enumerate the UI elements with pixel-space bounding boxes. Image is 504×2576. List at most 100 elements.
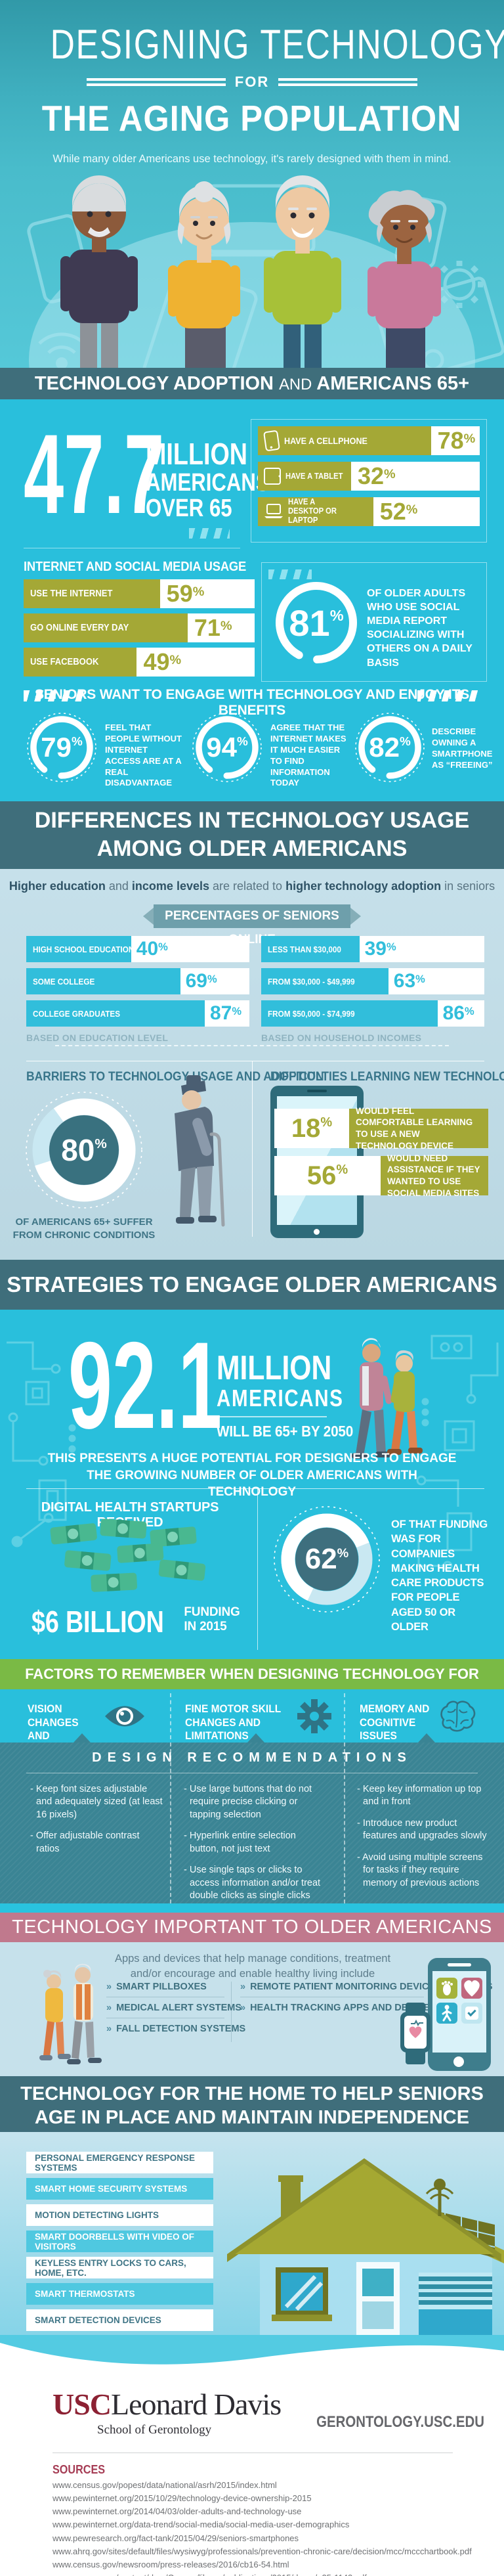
funding-stat-caption: OF THAT FUNDING WAS FOR COMPANIES MAKING… <box>391 1519 488 1633</box>
laptop-icon <box>264 504 283 518</box>
stat-value: 62 <box>304 1543 337 1575</box>
stat-caption: OF OLDER ADULTS WHO USE SOCIAL MEDIA REP… <box>367 588 472 669</box>
important-section: Apps and devices that help manage condit… <box>0 1942 504 2076</box>
logo-name: Leonard Davis <box>111 2387 282 2421</box>
funding-amount: $6 BILLION <box>32 1605 164 1639</box>
barriers-title: BARRIERS TO TECHNOLOGY USAGE AND ADOPTIO… <box>26 1070 324 1084</box>
rec-item: - Keep key information up top and in fro… <box>357 1784 482 1808</box>
cyan-strip <box>0 1903 504 1913</box>
internet-usage-bars: USE THE INTERNET 59% GO ONLINE EVERY DAY… <box>24 579 255 682</box>
funding-amount-row: $6 BILLION FUNDING IN 2015 <box>32 1605 240 1639</box>
bar-label: HAVE A DESKTOP OR LAPTOP <box>288 497 337 525</box>
stat-18: 18% <box>274 1109 349 1148</box>
home-tech-list: PERSONAL EMERGENCY RESPONSE SYSTEMS SMAR… <box>26 2152 213 2335</box>
website-url: GERONTOLOGY.USC.EDU <box>316 2413 484 2431</box>
divider <box>26 1488 484 1489</box>
divider <box>344 1693 345 1739</box>
bar-desktop-laptop: HAVE A DESKTOP OR LAPTOP 52% <box>258 497 480 526</box>
divider <box>231 1982 232 2042</box>
column-divider <box>252 1061 253 1237</box>
eye-icon <box>105 1706 144 1727</box>
hatch-right <box>417 690 480 701</box>
list-item: MOTION DETECTING LIGHTS <box>26 2204 213 2226</box>
stat-ring-94: 94% <box>192 712 262 783</box>
rec-item: - Hyperlink entire selection button, not… <box>184 1831 296 1854</box>
factors-row: VISION CHANGES AND LIMITATIONS FINE MOTO… <box>0 1689 504 1743</box>
list-item: PERSONAL EMERGENCY RESPONSE SYSTEMS <box>26 2152 213 2173</box>
smartwatch-illustration <box>400 2003 430 2066</box>
source-url: www.ahrq.gov/sites/default/files/wysiwyg… <box>52 2546 472 2556</box>
design-recommendations: DESIGN RECOMMENDATIONS - Keep font sizes… <box>0 1743 504 1903</box>
stat-value: 81 <box>289 602 330 644</box>
stat-56: 56% <box>274 1156 381 1195</box>
apps-list-right: » REMOTE PATIENT MONITORING DEVICES AND A… <box>240 1976 493 2018</box>
dashed-divider <box>55 1045 449 1046</box>
rec-item: - Use large buttons that do not require … <box>184 1784 312 1820</box>
strategies-section: 92.1 MILLION AMERICANS WILL BE 65+ BY 20… <box>0 1310 504 1659</box>
couple-walking-illustration <box>39 1964 102 2064</box>
title-line1: DESIGNING TECHNOLOGY <box>50 22 504 68</box>
title-line2: THE AGING POPULATION <box>42 98 462 139</box>
stat-caption: AGREE THAT THE INTERNET MAKES IT MUCH EA… <box>270 722 346 788</box>
hero-illustration <box>0 169 504 368</box>
walking-app-icon <box>436 2003 457 2024</box>
wave-shape <box>0 2335 504 2372</box>
stat-56-caption: WOULD NEED ASSISTANCE IF THEY WANTED TO … <box>381 1153 488 1198</box>
gear-icon <box>297 1699 331 1733</box>
source-url: www.census.gov/popest/data/national/asrh… <box>52 2480 277 2490</box>
header-line1: TECHNOLOGY FOR THE HOME TO HELP SENIORS <box>20 2083 484 2104</box>
stat-value: 47.7 <box>24 411 165 537</box>
factor-vision-label: VISION CHANGES AND LIMITATIONS <box>28 1703 79 1743</box>
bar-value: 78% <box>437 427 476 454</box>
differences-subtitle: Higher education and income levels are r… <box>9 879 495 893</box>
divider <box>344 1743 345 1903</box>
section-header-important: TECHNOLOGY IMPORTANT TO OLDER AMERICANS <box>0 1913 504 1942</box>
title-for-row: FOR <box>0 74 504 91</box>
education-bars: HIGH SCHOOL EDUCATION 40% SOME COLLEGE 6… <box>26 936 249 1043</box>
divider <box>170 1693 171 1739</box>
circuit-decoration-right <box>416 1335 499 1571</box>
usc-logo-mark: USC <box>52 2387 112 2421</box>
footer: USCLeonard Davis School of Gerontology G… <box>0 2372 504 2576</box>
social-media-stat-group: 81% OF OLDER ADULTS WHO USE SOCIAL MEDIA… <box>261 562 487 682</box>
difficulties-title: DIFFICULTIES LEARNING NEW TECHNOLOGIES <box>270 1070 504 1084</box>
header-part1: TECHNOLOGY ADOPTION <box>34 373 274 394</box>
rec-item: - Avoid using multiple screens for tasks… <box>357 1852 483 1888</box>
recs-col-memory: - Keep key information up top and in fro… <box>357 1783 487 1898</box>
list-item: SMART THERMOSTATS <box>26 2283 213 2305</box>
engage-title: SENIORS WANT TO ENGAGE WITH TECHNOLOGY A… <box>34 687 470 718</box>
header-line2: AGE IN PLACE AND MAINTAIN INDEPENDENCE I… <box>34 2107 470 2132</box>
senior-man-2 <box>264 175 341 368</box>
column-divider <box>257 1488 258 1650</box>
tablet-icon <box>264 468 281 485</box>
list-item: SMART DOORBELLS WITH VIDEO OF VISITORS <box>26 2231 213 2252</box>
bar-some-college: SOME COLLEGE 69% <box>26 968 249 994</box>
bar-label: HAVE A TABLET <box>285 472 343 481</box>
bar-use-facebook: USE FACEBOOK 49% <box>24 648 255 677</box>
income-caption: BASED ON HOUSEHOLD INCOMES <box>261 1033 422 1043</box>
brain-icon <box>440 1700 476 1732</box>
seniors-online-ribbon: PERCENTAGES OF SENIORS ONLINE <box>143 904 361 946</box>
header-line1: DIFFERENCES IN TECHNOLOGY USAGE <box>34 808 470 833</box>
source-url: www.pewinternet.org/2015/10/29/technolog… <box>52 2493 312 2504</box>
cellphone-icon <box>263 430 280 451</box>
rec-item: - Use single taps or clicks to access in… <box>184 1865 321 1901</box>
source-url: www.pewinternet.org/data-trend/social-me… <box>52 2520 350 2530</box>
bar-income-high: FROM $50,000 - $74,999 86% <box>261 1000 484 1027</box>
bar-tablet: HAVE A TABLET 32% <box>258 462 480 491</box>
pointer-triangle <box>418 1733 435 1743</box>
section-header-adoption: TECHNOLOGY ADOPTION AND AMERICANS 65+ <box>0 368 504 399</box>
list-item: » HEALTH TRACKING APPS AND DEVICES <box>240 1997 436 2018</box>
stat-ring-82: 82% <box>354 712 425 783</box>
education-caption: BASED ON EDUCATION LEVEL <box>26 1033 169 1043</box>
bar-online-every-day: GO ONLINE EVERY DAY 71% <box>24 613 255 642</box>
rec-item: - Keep font sizes adjustable and adequat… <box>30 1784 163 1820</box>
stat-unit: MILLION <box>146 437 248 471</box>
pointer-triangle <box>247 1733 264 1743</box>
seniors-illustration <box>27 175 504 368</box>
internet-usage-title: INTERNET AND SOCIAL MEDIA USAGE <box>24 560 247 574</box>
intro-text: While many older Americans use technolog… <box>52 153 452 169</box>
stat-ring-81: 81% <box>272 579 360 667</box>
rule-right <box>278 78 418 86</box>
stat-donut-62: 62% <box>272 1504 382 1614</box>
